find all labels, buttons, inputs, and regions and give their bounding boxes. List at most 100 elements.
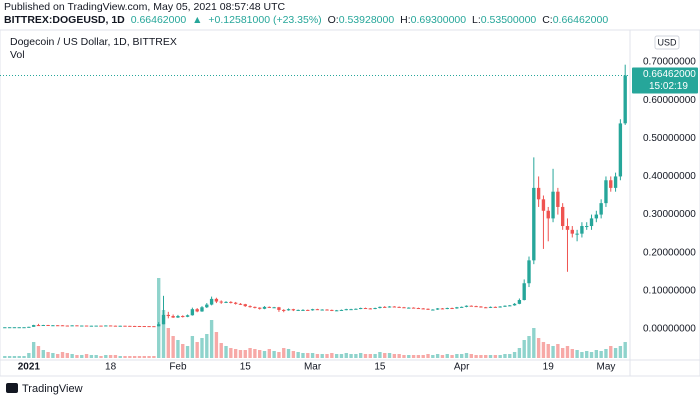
candle-body — [99, 325, 103, 327]
candle — [248, 305, 252, 308]
currency-button[interactable] — [654, 35, 680, 50]
y-tick-label: 0.10000000 — [643, 286, 696, 297]
candle — [94, 325, 98, 327]
volume-bar — [84, 354, 89, 358]
candle — [618, 119, 623, 181]
candle-body — [484, 307, 488, 309]
candle — [541, 195, 546, 249]
candle-body — [373, 308, 377, 310]
volume-bar — [334, 354, 339, 358]
candle-body — [387, 306, 392, 308]
volume-bar — [397, 354, 401, 358]
volume-bar — [570, 349, 574, 358]
low: 0.53500000 — [480, 14, 537, 26]
candle-body — [56, 325, 60, 327]
candle — [205, 303, 209, 309]
candle — [320, 309, 324, 311]
volume-bar — [532, 328, 536, 358]
candle — [604, 176, 608, 207]
candle — [378, 306, 382, 309]
candle — [262, 306, 267, 310]
candle — [517, 298, 522, 305]
volume-bar — [51, 353, 55, 358]
candle-body — [282, 309, 286, 311]
candle — [479, 306, 483, 308]
volume-bar — [258, 350, 262, 358]
candle — [536, 176, 541, 207]
candle — [272, 306, 276, 309]
candle — [599, 199, 603, 219]
volume-bar — [402, 355, 406, 358]
candle — [455, 306, 459, 309]
volume-bar — [152, 356, 156, 358]
candle — [373, 307, 377, 310]
candle-body — [65, 325, 70, 327]
candle-body — [258, 307, 262, 309]
candle-body — [70, 325, 74, 327]
candle-body — [378, 306, 382, 309]
volume-bar — [585, 351, 589, 358]
volume-bar — [291, 351, 296, 358]
volume-bar — [70, 354, 74, 358]
countdown: 15:02:19 — [649, 81, 688, 92]
volume-bar — [484, 355, 488, 358]
candle — [474, 305, 478, 308]
candle-body — [233, 302, 238, 304]
candle-body — [411, 307, 416, 309]
candle-body — [89, 325, 94, 327]
candle — [190, 307, 195, 316]
candle-body — [301, 309, 305, 311]
candle — [258, 307, 262, 310]
y-tick-label: 0.50000000 — [643, 133, 696, 144]
close: 0.66462000 — [552, 14, 609, 26]
candle — [104, 325, 108, 327]
volume-bar — [378, 352, 382, 358]
symbol-line: BITTREX:DOGEUSD, 1D 0.66462000 ▲ +0.1258… — [4, 14, 611, 26]
candle-body — [594, 214, 599, 219]
candle-body — [46, 325, 50, 327]
candle-body — [551, 191, 555, 219]
candle — [522, 279, 526, 301]
volume-bar — [80, 355, 84, 358]
candle-body — [277, 307, 281, 310]
candle — [527, 256, 531, 288]
y-tick-label: 0.00000000 — [643, 324, 696, 335]
volume-bar — [17, 356, 21, 358]
volume-bar — [589, 352, 594, 358]
candle-body — [22, 327, 26, 329]
volume-bar — [407, 355, 411, 358]
candle-body — [397, 306, 401, 308]
candle-body — [238, 303, 243, 305]
candle — [176, 314, 180, 318]
candle — [570, 226, 574, 238]
volume-bar — [12, 356, 17, 358]
candle-body — [575, 233, 579, 235]
candle-body — [132, 325, 137, 327]
volume-bar — [123, 356, 127, 358]
candle — [291, 308, 296, 312]
volume-bar — [104, 355, 108, 358]
candle-body — [354, 308, 358, 310]
candle-body — [190, 309, 195, 316]
last-price: 0.66462000 — [130, 14, 187, 26]
candle-body — [248, 306, 252, 308]
volume-bar — [551, 346, 555, 358]
volume-bar — [128, 356, 132, 358]
volume-bar — [421, 355, 425, 358]
volume-bar — [46, 352, 50, 358]
candle — [17, 327, 21, 329]
candle — [243, 303, 247, 307]
candle — [41, 324, 45, 327]
volume-bar — [248, 348, 252, 358]
candle-body — [440, 308, 445, 310]
open-key: O: — [327, 14, 339, 26]
volume-bar — [387, 353, 392, 358]
chart-title: Dogecoin / US Dollar, 1D, BITTREX — [10, 36, 177, 48]
volume-bar — [200, 338, 204, 358]
volume-bar — [181, 344, 185, 358]
candle — [296, 309, 300, 311]
volume-bar — [224, 346, 228, 358]
candle-body — [152, 326, 156, 328]
candle — [89, 325, 94, 327]
